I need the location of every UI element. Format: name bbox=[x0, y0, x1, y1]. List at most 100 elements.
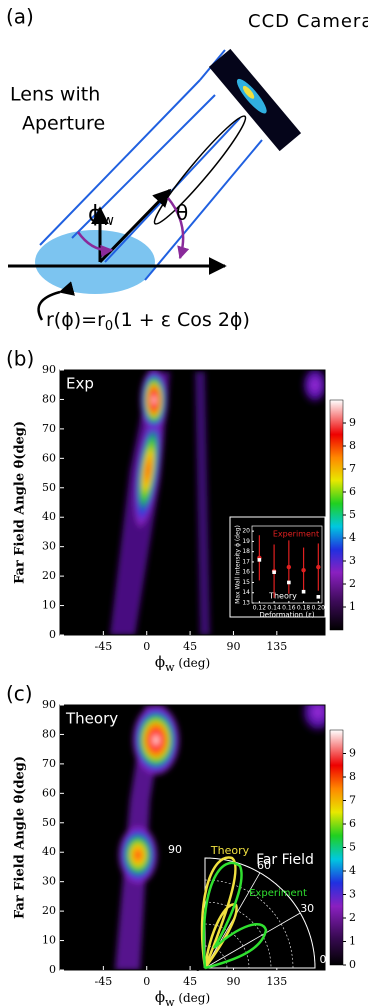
inset-x-tick-label: 0.12 bbox=[253, 605, 267, 612]
legend-entry: Experiment bbox=[273, 530, 319, 539]
x-tick-label: 90 bbox=[226, 975, 240, 988]
polar-ring bbox=[204, 901, 272, 969]
colorbar-tick-label: 2 bbox=[349, 577, 356, 590]
colorbar-tick-label: 1 bbox=[349, 600, 356, 613]
experiment-curve bbox=[202, 861, 268, 970]
y-tick-label: 60 bbox=[42, 451, 56, 464]
inset-x-label: Deformation (ε) bbox=[259, 611, 314, 619]
polar-ring bbox=[204, 945, 228, 969]
y-tick-label: 40 bbox=[42, 510, 56, 523]
inset-x-tick-label: 0.16 bbox=[282, 605, 296, 612]
colorbar-tick-label: 5 bbox=[349, 841, 356, 854]
x-tick-label: -45 bbox=[95, 640, 113, 653]
polar-r-label: 0.8 bbox=[185, 875, 201, 886]
y-tick-label: 90 bbox=[42, 698, 56, 711]
y-tick-label: 20 bbox=[42, 569, 56, 582]
inset-y-tick-label: 18 bbox=[242, 548, 250, 555]
theory-point bbox=[301, 589, 306, 594]
heatmap-c bbox=[60, 705, 325, 970]
x-tick-label: 45 bbox=[183, 975, 197, 988]
lens bbox=[153, 115, 247, 225]
polar-ring bbox=[204, 923, 250, 969]
pointer bbox=[37, 281, 75, 321]
panel-a: (a) CCD Camera Lens with Aperture ϕw θ r… bbox=[6, 5, 368, 334]
y-tick-label: 60 bbox=[42, 786, 56, 799]
lens-label: Lens with bbox=[10, 84, 100, 106]
y-tick-label: 80 bbox=[42, 392, 56, 405]
x-axis-label: ϕw (deg) bbox=[155, 653, 210, 674]
y-tick-label: 50 bbox=[42, 481, 56, 494]
inset-y-tick-label: 14 bbox=[242, 589, 250, 596]
y-axis-label: Far Field Angle θ(deg) bbox=[13, 421, 28, 584]
equation: r(ϕ)=r0(1 + ε Cos 2ϕ) bbox=[46, 309, 250, 334]
y-tick-label: 10 bbox=[42, 599, 56, 612]
panel-label: (b) bbox=[6, 347, 34, 371]
x-label-part: (deg) bbox=[175, 656, 211, 670]
legend-entry: Theory bbox=[268, 592, 297, 601]
polar-angle-label: 30 bbox=[300, 902, 314, 915]
polar-angle-label: 0 bbox=[320, 953, 327, 966]
y-tick-label: 70 bbox=[42, 757, 56, 770]
y-axis-label: Far Field Angle θ(deg) bbox=[13, 756, 28, 919]
x-tick-label: 45 bbox=[183, 640, 197, 653]
y-tick-label: 40 bbox=[42, 845, 56, 858]
x-tick-label: -45 bbox=[95, 975, 113, 988]
plot-frame bbox=[59, 704, 326, 971]
y-tick-label: 50 bbox=[42, 816, 56, 829]
theory-point bbox=[287, 580, 291, 585]
polar-r-label: 0.4 bbox=[185, 919, 201, 930]
x-axis-label: ϕw (deg) bbox=[155, 988, 210, 1008]
lens-label: Aperture bbox=[22, 113, 105, 135]
colorbar-tick-label: 6 bbox=[349, 817, 356, 830]
polar-r-label: 0.6 bbox=[185, 897, 201, 908]
inset-y-tick-label: 13 bbox=[242, 600, 250, 607]
x-tick-label: 135 bbox=[266, 640, 287, 653]
theory-point bbox=[316, 595, 321, 599]
theory-curve bbox=[200, 856, 238, 969]
plot-frame bbox=[59, 369, 326, 636]
inset-x-tick-label: 0.18 bbox=[297, 605, 311, 612]
theta-arc bbox=[167, 197, 190, 260]
y-tick-label: 70 bbox=[42, 422, 56, 435]
polar-angle-label: 60 bbox=[257, 859, 271, 872]
theory-point bbox=[272, 570, 276, 574]
x-label-part: ϕ bbox=[155, 653, 165, 671]
colorbar-tick-label: 3 bbox=[349, 888, 356, 901]
inset-y-tick-label: 16 bbox=[242, 569, 250, 576]
colorbar-tick-label: 8 bbox=[349, 770, 356, 783]
colorbar-tick-label: 9 bbox=[349, 416, 356, 429]
y-tick-label: 30 bbox=[42, 540, 56, 553]
colorbar-tick-label: 4 bbox=[349, 531, 356, 544]
colorbar-tick-label: 7 bbox=[349, 794, 356, 807]
legend-entry: Theory bbox=[210, 844, 250, 857]
colorbar-tick-label: 3 bbox=[349, 554, 356, 567]
y-tick-label: 0 bbox=[49, 628, 56, 641]
inset-x-tick-label: 0.14 bbox=[267, 605, 281, 612]
inset-y-tick-label: 19 bbox=[242, 538, 250, 545]
phi-arc bbox=[76, 231, 114, 258]
camera bbox=[208, 48, 302, 152]
x-tick-label: 135 bbox=[266, 975, 287, 988]
disk bbox=[35, 230, 155, 294]
inset-y-label: Max Wall Intensity ϕ (deg) bbox=[235, 525, 242, 604]
x-tick-label: 0 bbox=[143, 975, 150, 988]
y-tick-label: 90 bbox=[42, 363, 56, 376]
inset-y-tick-label: 20 bbox=[242, 528, 250, 535]
panel-tag: Exp bbox=[66, 375, 94, 393]
inset-y-tick-label: 17 bbox=[242, 558, 250, 565]
y-tick-label: 0 bbox=[49, 963, 56, 976]
colorbar bbox=[329, 399, 344, 631]
heatmap-b bbox=[60, 370, 325, 635]
inset-x-tick-label: 0.20 bbox=[312, 605, 326, 612]
colorbar-tick-label: 2 bbox=[349, 911, 356, 924]
legend-entry: Experiment bbox=[249, 888, 307, 899]
x-label-part: w bbox=[165, 661, 175, 674]
experiment-point bbox=[301, 567, 306, 573]
inset-y-tick-label: 15 bbox=[242, 579, 250, 586]
inset-frame bbox=[251, 525, 323, 604]
colorbar-tick-label: 0 bbox=[349, 958, 356, 971]
colorbar-tick-label: 5 bbox=[349, 508, 356, 521]
x-label-part: w bbox=[165, 996, 175, 1008]
